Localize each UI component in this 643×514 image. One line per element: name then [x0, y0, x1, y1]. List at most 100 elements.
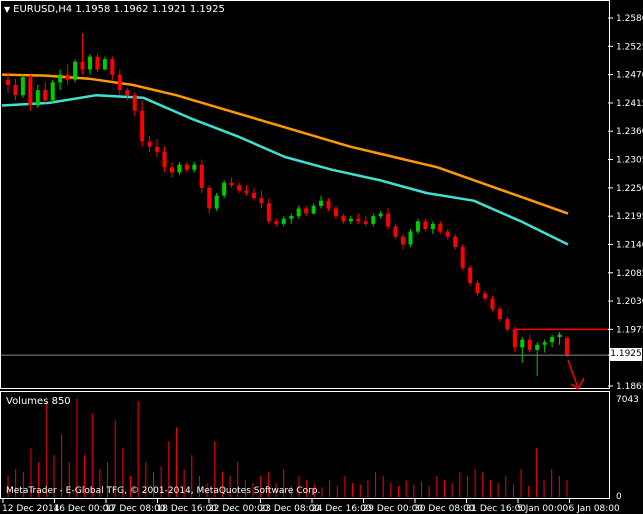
bull-candle	[550, 337, 555, 343]
bear-candle	[207, 187, 212, 209]
bull-candle	[214, 195, 219, 209]
price-tick-label: 1.1975	[616, 325, 643, 335]
bear-candle	[80, 61, 85, 70]
down-arrow-icon	[570, 377, 585, 391]
bear-candle	[259, 198, 264, 204]
price-tick-label: 1.2470	[616, 71, 643, 81]
volume-min-label: 0	[616, 492, 622, 502]
bull-candle	[73, 61, 78, 80]
bear-candle	[125, 90, 130, 96]
bear-candle	[333, 208, 338, 217]
bull-candle	[408, 231, 413, 245]
time-tick-label: 31 Dec 16:00	[466, 504, 527, 514]
bull-candle	[520, 339, 525, 348]
time-tick-label: 22 Dec 00:00	[208, 504, 269, 514]
bear-candle	[565, 338, 569, 356]
price-tick-label: 1.1865	[616, 382, 643, 392]
time-tick-label: 24 Dec 16:00	[311, 504, 372, 514]
bear-candle	[438, 223, 443, 232]
bull-candle	[50, 82, 55, 101]
bear-candle	[363, 221, 368, 224]
price-tick-label: 1.2580	[616, 14, 643, 24]
bear-candle	[453, 236, 458, 248]
bull-candle	[378, 213, 383, 217]
bull-candle	[222, 182, 227, 196]
bull-candle	[430, 223, 435, 230]
price-tick-label: 1.2085	[616, 269, 643, 279]
price-tick-label: 1.2030	[616, 297, 643, 307]
price-tick-label: 1.2305	[616, 156, 643, 166]
time-tick-label: 30 Dec 08:00	[414, 504, 475, 514]
bull-candle	[311, 205, 316, 214]
bull-candle	[535, 344, 540, 350]
bear-candle	[155, 146, 160, 152]
chart-title-bar: ▼ EURUSD,H4 1.1958 1.1962 1.1921 1.1925	[4, 4, 225, 15]
bull-candle	[192, 164, 197, 170]
ma-fast-line	[1, 93, 569, 246]
bull-candle	[87, 56, 92, 70]
bull-candle	[348, 218, 353, 222]
bear-candle	[13, 84, 18, 96]
symbol-title: EURUSD,H4	[13, 4, 73, 15]
bull-candle	[542, 342, 547, 345]
bear-candle	[65, 74, 70, 80]
bear-candle	[237, 185, 242, 191]
bear-candle	[445, 231, 450, 237]
bear-candle	[401, 236, 406, 245]
bear-candle	[341, 216, 346, 222]
bear-candle	[512, 329, 517, 348]
bear-candle	[199, 164, 204, 188]
bear-candle	[497, 308, 502, 320]
bull-candle	[281, 218, 286, 224]
bull-candle	[557, 334, 562, 338]
bear-candle	[304, 208, 309, 214]
volume-max-label: 7043	[616, 395, 639, 405]
dropdown-triangle-icon[interactable]: ▼	[4, 5, 11, 14]
bear-candle	[184, 164, 189, 170]
time-tick-label: 6 Jan 08:00	[569, 504, 621, 514]
time-tick-label: 17 Dec 08:00	[105, 504, 166, 514]
bull-candle	[289, 216, 294, 219]
bear-candle	[110, 59, 115, 75]
bull-candle	[371, 216, 376, 224]
price-tick-label: 1.2360	[616, 127, 643, 137]
volume-indicator-label: Volumes 850	[6, 396, 71, 407]
bull-candle	[177, 164, 182, 173]
price-tick-label: 1.2525	[616, 42, 643, 52]
bear-candle	[43, 90, 48, 101]
bear-candle	[6, 79, 10, 85]
bear-candle	[393, 226, 398, 237]
bear-candle	[28, 77, 33, 106]
price-tick-label: 1.2250	[616, 184, 643, 194]
bear-candle	[483, 293, 488, 299]
bear-candle	[423, 221, 428, 230]
bear-candle	[386, 213, 391, 227]
time-tick-label: 5 Jan 00:00	[517, 504, 569, 514]
bear-candle	[132, 95, 137, 111]
bull-candle	[102, 59, 107, 70]
time-tick-label: 18 Dec 16:00	[157, 504, 218, 514]
bear-candle	[468, 267, 473, 284]
bull-candle	[415, 221, 420, 232]
price-tick-label: 1.2140	[616, 240, 643, 250]
current-price-tag: 1.1925	[610, 348, 642, 361]
bear-candle	[356, 218, 361, 222]
price-tick-label: 1.2415	[616, 99, 643, 109]
bear-candle	[95, 56, 100, 70]
bull-candle	[20, 77, 25, 96]
bear-candle	[527, 339, 532, 350]
bear-candle	[162, 151, 167, 168]
bull-candle	[58, 74, 63, 83]
price-tick-label: 1.2195	[616, 212, 643, 222]
bear-candle	[266, 203, 271, 222]
ma-slow-line	[1, 73, 569, 215]
time-tick-label: 23 Dec 08:00	[260, 504, 321, 514]
bull-candle	[35, 90, 40, 106]
time-tick-label: 16 Dec 00:00	[54, 504, 115, 514]
bull-candle	[319, 200, 324, 206]
bear-candle	[251, 192, 256, 199]
bear-candle	[140, 110, 145, 142]
bear-candle	[244, 190, 249, 193]
